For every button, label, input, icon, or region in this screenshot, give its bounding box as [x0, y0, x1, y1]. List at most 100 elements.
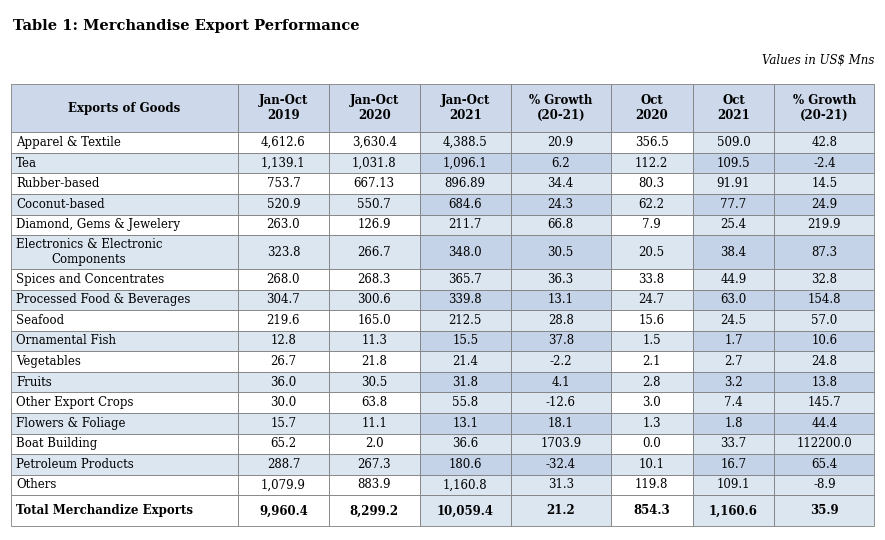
Text: 2.1: 2.1: [643, 355, 661, 368]
Bar: [11, 475, 238, 495]
Text: % Growth
(20-21): % Growth (20-21): [529, 94, 592, 122]
Text: Flowers & Foliage: Flowers & Foliage: [16, 417, 126, 430]
Bar: [693, 173, 774, 194]
Bar: [11, 173, 238, 194]
Text: Others: Others: [16, 478, 57, 491]
Text: Ornamental Fish: Ornamental Fish: [16, 334, 116, 347]
Text: Boat Building: Boat Building: [16, 437, 97, 450]
Text: 268.0: 268.0: [266, 273, 300, 286]
Text: Total Merchandize Exports: Total Merchandize Exports: [16, 504, 193, 517]
Text: 20.9: 20.9: [548, 136, 573, 149]
Text: 165.0: 165.0: [358, 314, 391, 327]
Bar: [693, 153, 774, 173]
Text: 145.7: 145.7: [807, 396, 841, 409]
Text: 34.4: 34.4: [548, 177, 573, 190]
Text: 87.3: 87.3: [812, 246, 837, 259]
Text: 91.91: 91.91: [717, 177, 750, 190]
Text: Oct
2020: Oct 2020: [635, 94, 668, 122]
Text: 667.13: 667.13: [354, 177, 395, 190]
Bar: [774, 413, 874, 434]
Bar: [329, 393, 419, 413]
Text: 24.5: 24.5: [720, 314, 747, 327]
Bar: [511, 310, 611, 330]
Bar: [419, 269, 511, 289]
Text: -8.9: -8.9: [813, 478, 835, 491]
Bar: [419, 454, 511, 475]
Bar: [693, 330, 774, 351]
Bar: [511, 269, 611, 289]
Bar: [693, 235, 774, 269]
Bar: [11, 372, 238, 393]
Bar: [774, 393, 874, 413]
Text: 212.5: 212.5: [449, 314, 482, 327]
Bar: [329, 173, 419, 194]
Bar: [329, 84, 419, 132]
Bar: [693, 289, 774, 310]
Bar: [693, 214, 774, 235]
Bar: [329, 372, 419, 393]
Bar: [774, 434, 874, 454]
Bar: [693, 310, 774, 330]
Text: 42.8: 42.8: [812, 136, 837, 149]
Text: 13.1: 13.1: [452, 417, 478, 430]
Text: 219.9: 219.9: [808, 218, 841, 231]
Text: 1,096.1: 1,096.1: [442, 157, 488, 170]
Bar: [329, 153, 419, 173]
Bar: [693, 475, 774, 495]
Text: 77.7: 77.7: [720, 198, 747, 211]
Text: 18.1: 18.1: [548, 417, 573, 430]
Bar: [419, 475, 511, 495]
Text: Exports of Goods: Exports of Goods: [68, 102, 181, 114]
Bar: [419, 434, 511, 454]
Bar: [238, 454, 329, 475]
Bar: [611, 475, 693, 495]
Bar: [511, 173, 611, 194]
Bar: [11, 194, 238, 214]
Text: 16.7: 16.7: [720, 458, 747, 471]
Text: 30.5: 30.5: [548, 246, 573, 259]
Bar: [11, 214, 238, 235]
Bar: [511, 434, 611, 454]
Text: 10.6: 10.6: [812, 334, 837, 347]
Text: 57.0: 57.0: [812, 314, 837, 327]
Bar: [611, 351, 693, 372]
Text: 7.4: 7.4: [724, 396, 743, 409]
Bar: [11, 330, 238, 351]
Text: 14.5: 14.5: [812, 177, 837, 190]
Text: 1,079.9: 1,079.9: [261, 478, 306, 491]
Bar: [774, 330, 874, 351]
Bar: [611, 393, 693, 413]
Text: 24.7: 24.7: [639, 293, 665, 306]
Bar: [329, 289, 419, 310]
Bar: [774, 454, 874, 475]
Bar: [11, 434, 238, 454]
Text: 4,612.6: 4,612.6: [261, 136, 305, 149]
Bar: [511, 454, 611, 475]
Text: 15.7: 15.7: [270, 417, 296, 430]
Text: 3,630.4: 3,630.4: [352, 136, 396, 149]
Text: 36.0: 36.0: [270, 376, 296, 389]
Text: 2.8: 2.8: [643, 376, 661, 389]
Text: Tea: Tea: [16, 157, 37, 170]
Bar: [774, 269, 874, 289]
Bar: [419, 413, 511, 434]
Text: Rubber-based: Rubber-based: [16, 177, 99, 190]
Text: 12.8: 12.8: [271, 334, 296, 347]
Text: 126.9: 126.9: [358, 218, 391, 231]
Bar: [774, 351, 874, 372]
Text: 1.7: 1.7: [724, 334, 743, 347]
Bar: [419, 214, 511, 235]
Bar: [611, 330, 693, 351]
Text: 62.2: 62.2: [639, 198, 665, 211]
Text: 1,139.1: 1,139.1: [261, 157, 305, 170]
Bar: [774, 153, 874, 173]
Bar: [693, 372, 774, 393]
Text: 1.5: 1.5: [643, 334, 661, 347]
Bar: [419, 235, 511, 269]
Text: 6.2: 6.2: [551, 157, 570, 170]
Text: Electronics & Electronic
Components: Electronics & Electronic Components: [16, 238, 163, 266]
Bar: [11, 269, 238, 289]
Bar: [774, 372, 874, 393]
Bar: [329, 214, 419, 235]
Text: -2.4: -2.4: [813, 157, 835, 170]
